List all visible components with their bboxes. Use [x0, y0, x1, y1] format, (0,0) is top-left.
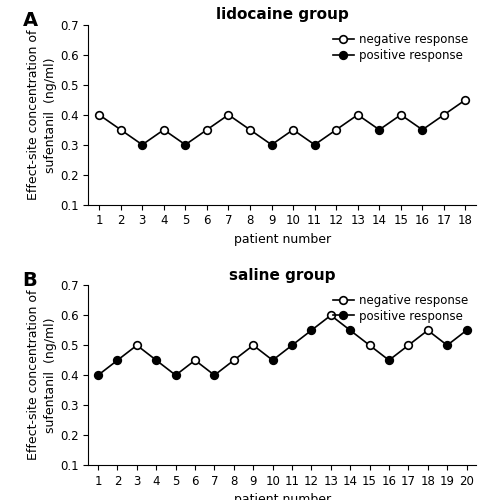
Text: A: A: [23, 10, 38, 29]
Y-axis label: Effect-site concentration of
sufentanil  (ng/ml): Effect-site concentration of sufentanil …: [27, 290, 57, 460]
Legend: negative response, positive response: negative response, positive response: [330, 31, 470, 64]
X-axis label: patient number: patient number: [234, 233, 331, 246]
X-axis label: patient number: patient number: [234, 494, 331, 500]
Title: saline group: saline group: [229, 268, 335, 283]
Title: lidocaine group: lidocaine group: [216, 8, 349, 22]
Legend: negative response, positive response: negative response, positive response: [330, 292, 470, 325]
Text: B: B: [23, 271, 37, 290]
Y-axis label: Effect-site concentration of
sufentanil  (ng/ml): Effect-site concentration of sufentanil …: [27, 30, 57, 200]
